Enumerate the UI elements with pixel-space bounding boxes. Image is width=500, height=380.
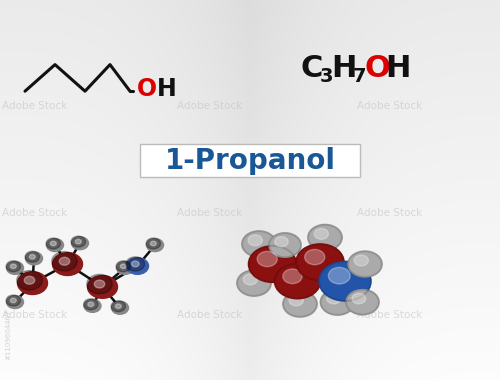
Text: 3: 3 bbox=[320, 67, 334, 86]
Circle shape bbox=[289, 295, 304, 306]
Circle shape bbox=[328, 268, 350, 284]
Circle shape bbox=[26, 252, 42, 265]
Circle shape bbox=[319, 261, 371, 301]
Circle shape bbox=[348, 251, 382, 277]
Circle shape bbox=[30, 255, 36, 259]
Text: Adobe Stock: Adobe Stock bbox=[178, 101, 242, 111]
Text: 1-Propanol: 1-Propanol bbox=[164, 147, 336, 174]
Text: Adobe Stock: Adobe Stock bbox=[2, 208, 68, 218]
Circle shape bbox=[126, 257, 144, 271]
Circle shape bbox=[346, 290, 379, 315]
Circle shape bbox=[304, 249, 325, 265]
Circle shape bbox=[25, 251, 40, 262]
Circle shape bbox=[320, 289, 354, 315]
Circle shape bbox=[120, 264, 126, 269]
Text: Adobe Stock: Adobe Stock bbox=[178, 208, 242, 218]
Circle shape bbox=[146, 238, 160, 249]
Circle shape bbox=[71, 236, 86, 247]
Text: O: O bbox=[136, 77, 156, 101]
Circle shape bbox=[6, 261, 24, 274]
Circle shape bbox=[24, 276, 35, 284]
Text: Adobe Stock: Adobe Stock bbox=[358, 101, 422, 111]
Circle shape bbox=[243, 274, 258, 285]
Text: Adobe Stock: Adobe Stock bbox=[358, 208, 422, 218]
Circle shape bbox=[326, 293, 341, 304]
Text: H: H bbox=[331, 54, 356, 83]
Text: Adobe Stock: Adobe Stock bbox=[178, 310, 242, 320]
Circle shape bbox=[6, 261, 20, 272]
Circle shape bbox=[146, 239, 164, 252]
Circle shape bbox=[275, 237, 288, 247]
Circle shape bbox=[116, 304, 121, 309]
Circle shape bbox=[242, 231, 276, 257]
Text: Adobe Stock: Adobe Stock bbox=[2, 101, 68, 111]
Circle shape bbox=[10, 298, 16, 303]
Text: Adobe Stock: Adobe Stock bbox=[358, 310, 422, 320]
Circle shape bbox=[50, 241, 56, 246]
Circle shape bbox=[248, 235, 262, 246]
Circle shape bbox=[87, 274, 112, 294]
Circle shape bbox=[60, 257, 70, 265]
Circle shape bbox=[88, 302, 94, 307]
Circle shape bbox=[112, 301, 128, 314]
Circle shape bbox=[84, 299, 98, 310]
Circle shape bbox=[283, 269, 302, 283]
Text: #1109604467: #1109604467 bbox=[5, 309, 11, 360]
Circle shape bbox=[72, 237, 88, 250]
Circle shape bbox=[46, 239, 64, 252]
Text: C: C bbox=[300, 54, 322, 83]
Circle shape bbox=[354, 255, 368, 266]
Circle shape bbox=[84, 299, 101, 312]
Circle shape bbox=[308, 225, 342, 250]
Circle shape bbox=[237, 270, 271, 296]
Text: H: H bbox=[385, 54, 410, 83]
Circle shape bbox=[76, 239, 82, 244]
Circle shape bbox=[352, 293, 366, 304]
Circle shape bbox=[52, 252, 77, 271]
Circle shape bbox=[94, 280, 104, 288]
Circle shape bbox=[257, 251, 278, 267]
Circle shape bbox=[116, 261, 134, 274]
Text: 7: 7 bbox=[352, 67, 366, 86]
Text: Adobe Stock: Adobe Stock bbox=[2, 310, 68, 320]
Circle shape bbox=[111, 301, 126, 312]
Circle shape bbox=[52, 253, 82, 276]
Circle shape bbox=[283, 291, 317, 317]
Circle shape bbox=[126, 258, 148, 274]
Circle shape bbox=[17, 271, 42, 290]
Circle shape bbox=[274, 264, 320, 299]
Circle shape bbox=[248, 246, 296, 282]
Circle shape bbox=[18, 272, 48, 294]
Circle shape bbox=[6, 296, 24, 309]
Circle shape bbox=[296, 244, 344, 280]
Circle shape bbox=[10, 264, 16, 269]
Circle shape bbox=[150, 241, 156, 246]
Circle shape bbox=[116, 261, 130, 272]
Circle shape bbox=[132, 261, 139, 267]
Circle shape bbox=[46, 238, 60, 249]
Circle shape bbox=[6, 295, 20, 306]
Circle shape bbox=[269, 233, 301, 257]
Circle shape bbox=[314, 228, 328, 239]
Text: H: H bbox=[156, 77, 176, 101]
Circle shape bbox=[88, 276, 118, 298]
Text: O: O bbox=[364, 54, 390, 83]
FancyBboxPatch shape bbox=[140, 144, 360, 177]
